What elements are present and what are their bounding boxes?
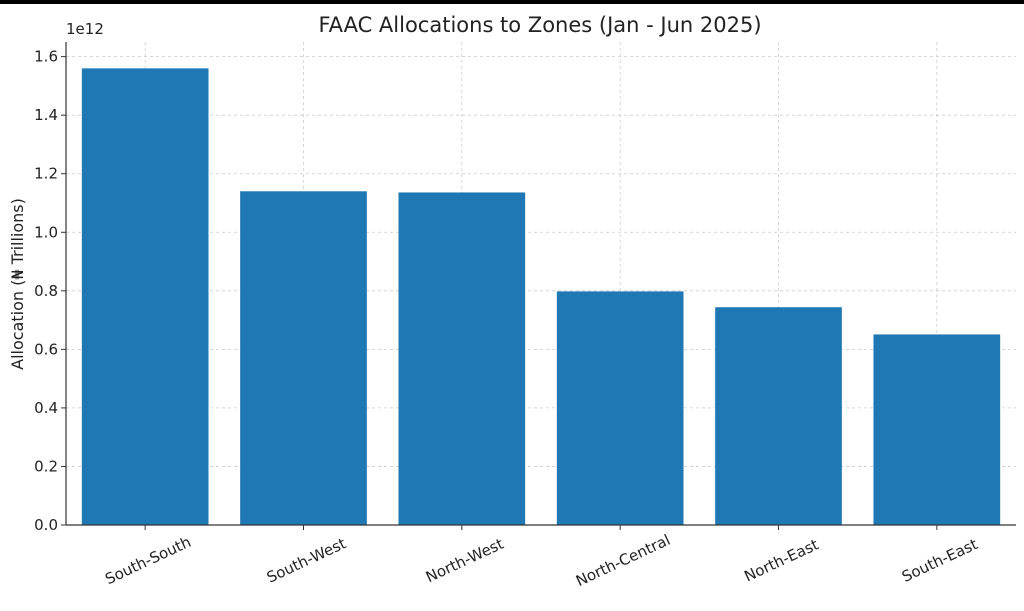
bar [81,68,209,525]
y-tick-label: 0.6 [34,340,58,358]
y-axis-label: Allocation (₦ Trillions) [8,198,27,370]
bar [240,191,367,526]
window-top-border [0,0,1024,4]
bar-layer [81,68,1001,526]
x-tick-label: North-Central [573,531,673,590]
y-axis-offset-text: 1e12 [66,20,104,38]
bar [715,307,842,525]
x-tick-label: South-West [264,534,349,586]
chart-title: FAAC Allocations to Zones (Jan - Jun 202… [318,13,761,37]
y-tick-layer: 0.0 0.2 0.4 0.6 0.8 1.0 1.2 1.4 1.6 [34,48,66,534]
y-tick-label: 1.6 [34,48,58,66]
y-tick-label: 1.0 [34,223,58,241]
bar [398,192,526,525]
x-tick-label: North-East [741,535,821,585]
y-tick-label: 0.8 [34,282,58,300]
bar [873,334,1001,525]
x-tick-label: North-West [423,535,507,587]
x-tick-layer: South-South South-West North-West North-Cen… [102,525,981,590]
y-tick-label: 1.2 [34,165,58,183]
axis-layer [65,42,1016,526]
y-tick-label: 0.4 [34,399,58,417]
y-tick-label: 0.2 [34,457,58,475]
y-tick-label: 0.0 [34,516,58,534]
bar [556,291,684,525]
x-tick-label: South-South [102,533,194,588]
x-tick-label: South-East [899,535,980,586]
y-tick-label: 1.4 [34,106,58,124]
